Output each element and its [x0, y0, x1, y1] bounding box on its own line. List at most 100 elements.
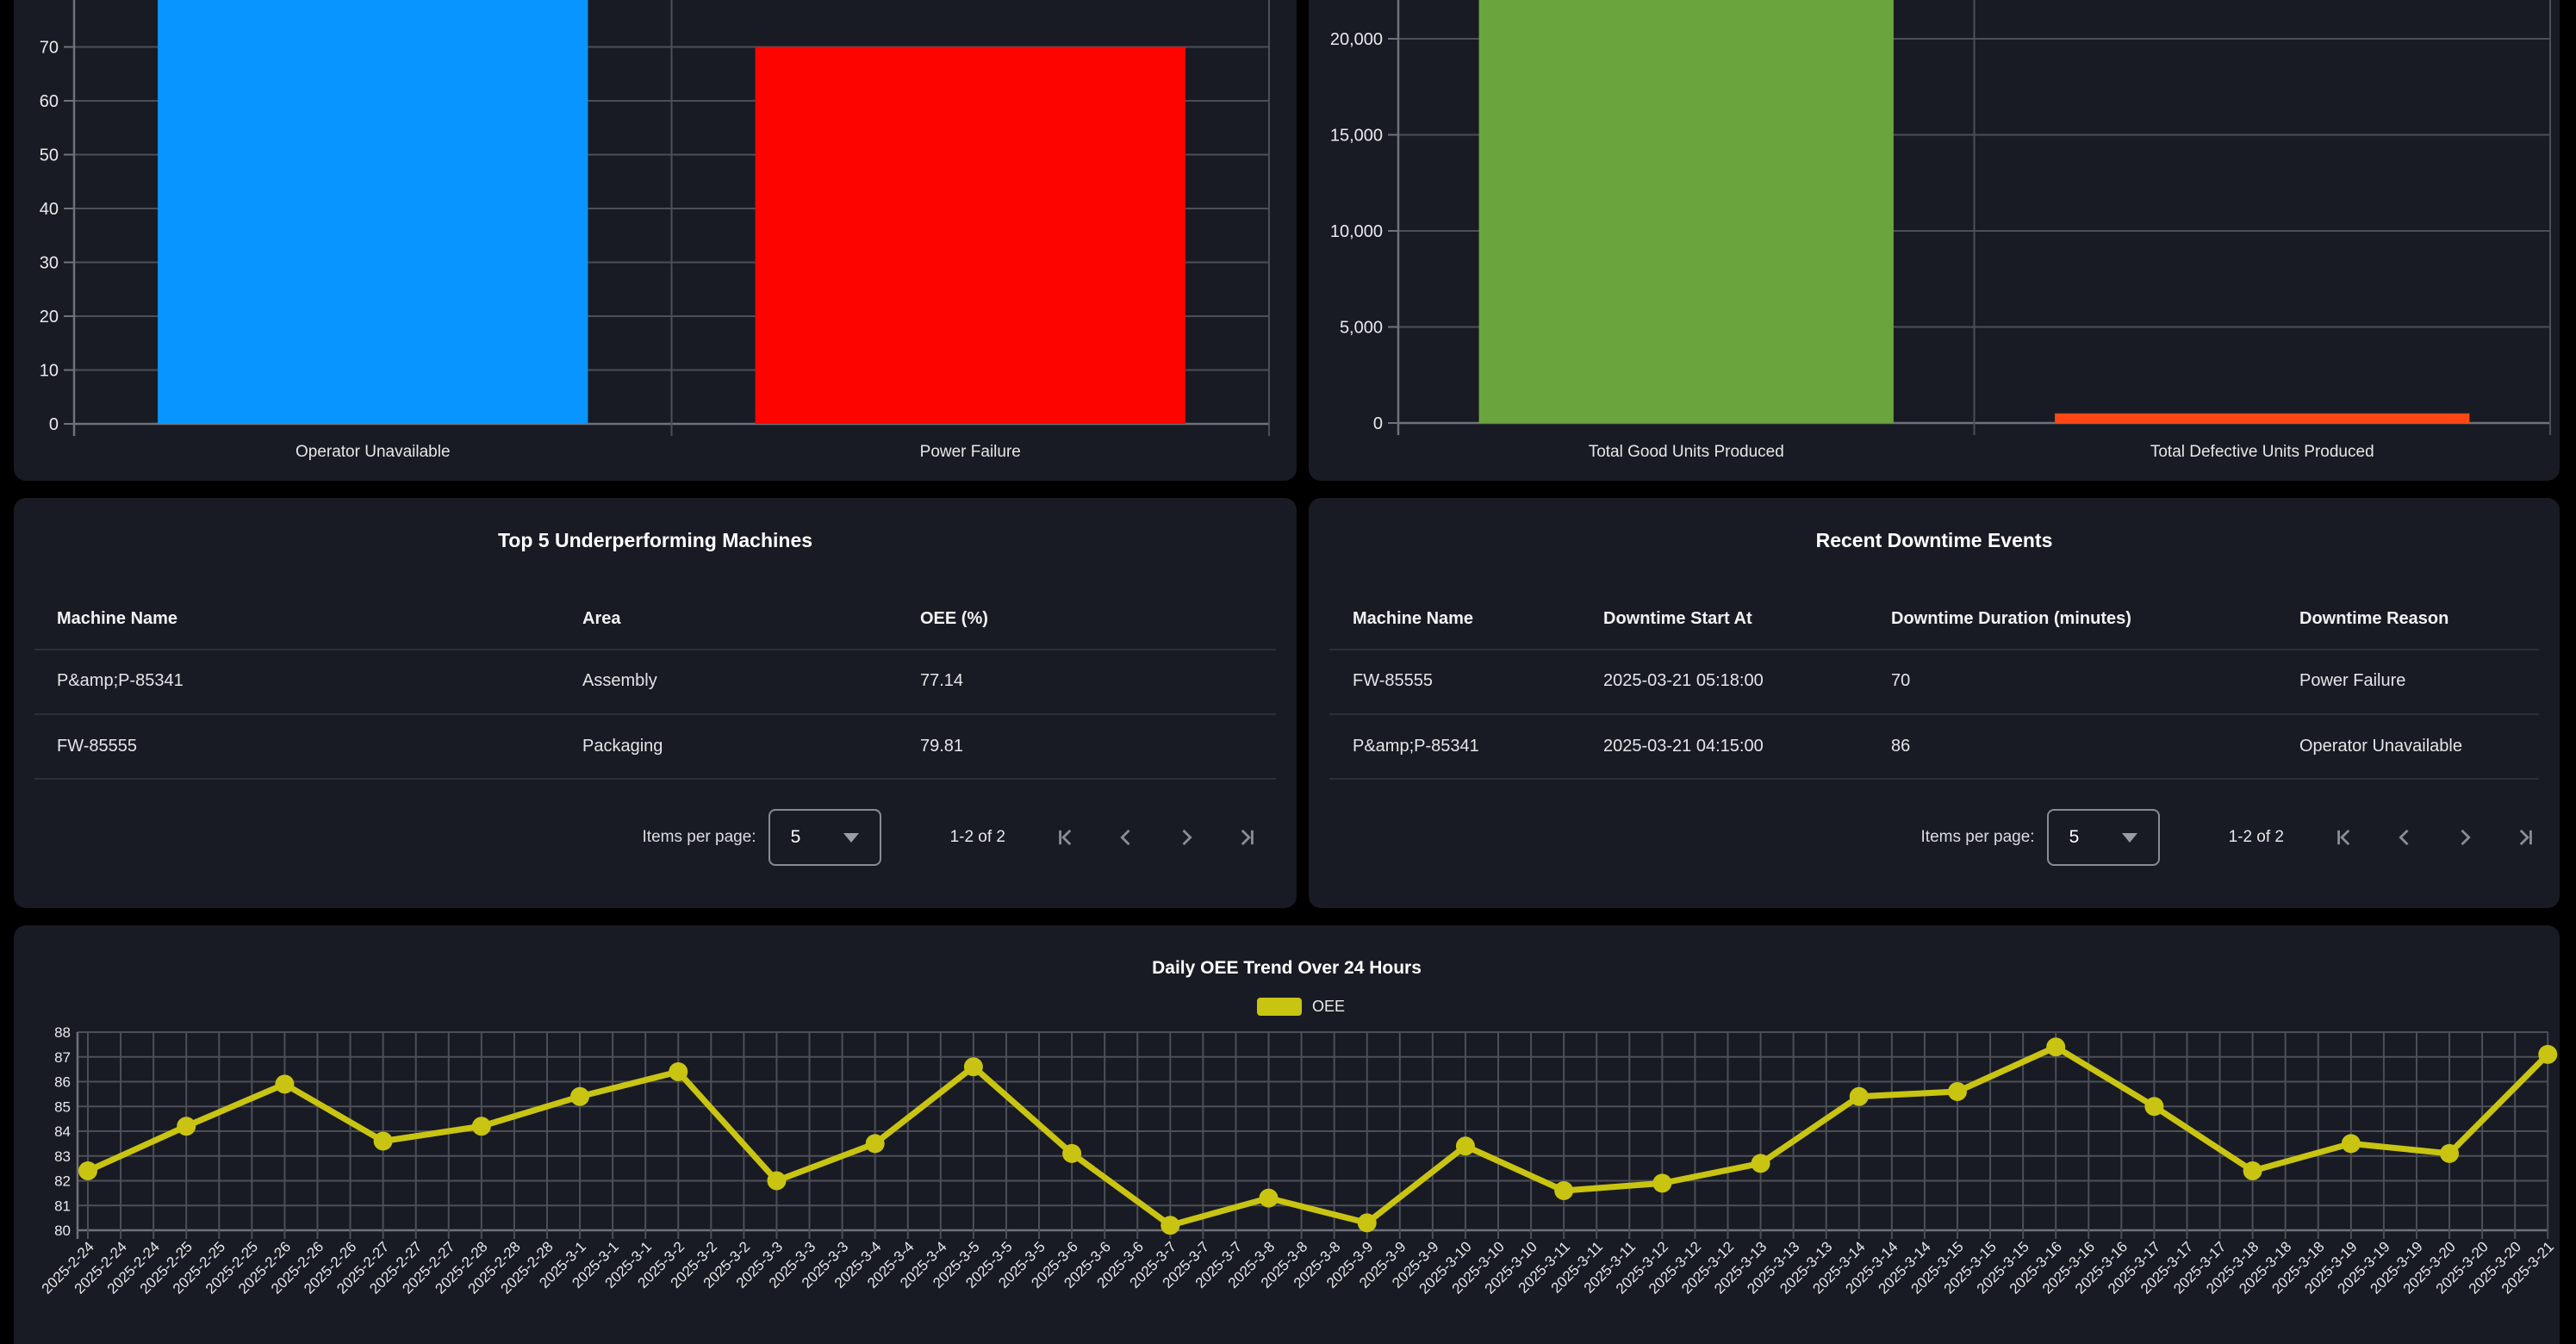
y-tick-label: 0	[49, 415, 59, 434]
data-point-2025-2-27[interactable]	[373, 1131, 393, 1151]
last-page-button[interactable]	[1235, 825, 1259, 849]
legend-label: OEE	[1312, 998, 1346, 1015]
data-point-2025-2-28[interactable]	[471, 1117, 491, 1136]
data-point-2025-3-18[interactable]	[2243, 1161, 2262, 1180]
data-point-2025-3-21[interactable]	[2538, 1044, 2558, 1064]
y-tick-label: 80	[40, 0, 59, 3]
y-tick-label: 20	[40, 308, 59, 327]
data-point-2025-3-9[interactable]	[1357, 1213, 1377, 1233]
y-tick-label: 85	[54, 1098, 71, 1115]
y-tick-label: 30	[40, 254, 59, 273]
card-downtime-by-reason-chart: 0 10 20 30 40 50 60 70 80 Operator Unavailable Pow…	[14, 0, 1297, 481]
page-range-label: 1-2 of 2	[2228, 828, 2284, 846]
data-point-2025-2-26[interactable]	[275, 1074, 295, 1094]
data-point-2025-3-8[interactable]	[1259, 1188, 1279, 1208]
first-page-button[interactable]	[2332, 825, 2356, 849]
y-tick-label: 60	[40, 92, 59, 111]
table-cell: 86	[1891, 737, 1911, 756]
data-point-2025-3-14[interactable]	[1849, 1086, 1869, 1106]
data-point-2025-3-13[interactable]	[1751, 1154, 1770, 1173]
table-cell: Operator Unavailable	[2299, 737, 2462, 756]
divider	[1329, 778, 2539, 780]
previous-page-button[interactable]	[2392, 825, 2417, 849]
y-tick-label: 81	[54, 1198, 71, 1214]
downtime-by-reason-bar-chart: 0 10 20 30 40 50 60 70 80 Operator Unavailable Pow…	[40, 0, 1270, 461]
data-point-2025-3-6[interactable]	[1062, 1143, 1082, 1163]
data-point-2025-3-11[interactable]	[1554, 1181, 1574, 1200]
data-point-2025-3-12[interactable]	[1652, 1173, 1672, 1193]
table-header-cell: Machine Name	[57, 609, 178, 628]
table-cell: 79.81	[920, 737, 964, 756]
first-page-button[interactable]	[1054, 825, 1078, 849]
data-point-2025-3-4[interactable]	[865, 1134, 885, 1154]
data-point-2025-3-2[interactable]	[669, 1062, 688, 1081]
x-category-label: Total Good Units Produced	[1589, 443, 1784, 461]
data-point-2025-3-17[interactable]	[2144, 1097, 2164, 1117]
y-tick-label: 10	[40, 362, 59, 381]
divider	[1329, 713, 2539, 715]
table-cell: FW-85555	[1353, 671, 1434, 690]
divider	[34, 778, 1276, 780]
chart-title: Daily OEE Trend Over 24 Hours	[1152, 958, 1422, 978]
data-point-2025-3-19[interactable]	[2341, 1134, 2361, 1154]
y-tick-label: 0	[1373, 414, 1383, 433]
table-cell: P&amp;P-85341	[1353, 737, 1479, 756]
page-size-select[interactable]: 5	[768, 809, 881, 866]
table-header-cell: OEE (%)	[920, 609, 988, 628]
y-tick-label: 86	[54, 1074, 71, 1091]
y-tick-label: 50	[40, 146, 59, 165]
paginator: Items per page: 5 1-2 of 2	[1921, 808, 2537, 867]
y-tick-label: 87	[54, 1049, 71, 1066]
table-cell: Assembly	[582, 671, 657, 690]
y-tick-label: 40	[40, 200, 59, 219]
table-header-cell: Downtime Start At	[1603, 609, 1752, 628]
data-point-2025-2-24[interactable]	[78, 1161, 97, 1180]
bar-total-defective-units-produced[interactable]	[2055, 413, 2470, 423]
bar-total-good-units-produced[interactable]	[1478, 0, 1894, 423]
page-size-select[interactable]: 5	[2046, 809, 2160, 866]
data-point-2025-3-3[interactable]	[767, 1171, 787, 1191]
data-point-2025-3-7[interactable]	[1160, 1216, 1180, 1235]
table-cell: FW-85555	[57, 737, 138, 756]
previous-page-button[interactable]	[1114, 825, 1138, 849]
data-point-2025-3-15[interactable]	[1947, 1082, 1967, 1101]
oee-trend-line-chart: 8081828384858687882025-2-242025-2-242025…	[39, 1024, 2558, 1297]
table-cell: 2025-03-21 05:18:00	[1603, 671, 1764, 690]
y-tick-label: 5,000	[1340, 319, 1383, 338]
table-header-cell: Downtime Reason	[2299, 609, 2449, 628]
data-point-2025-3-20[interactable]	[2440, 1143, 2460, 1163]
y-tick-label: 80	[54, 1223, 71, 1239]
page-size-value: 5	[790, 827, 801, 847]
card-recent-downtime-events: Recent Downtime Events Machine Name Downt…	[1309, 498, 2560, 908]
last-page-button[interactable]	[2513, 825, 2537, 849]
y-tick-label: 10,000	[1330, 222, 1383, 241]
production-units-bar-chart: 0 5,000 10,000 15,000 20,000 Total Good Units…	[1330, 0, 2551, 461]
table-cell: Power Failure	[2299, 671, 2406, 690]
next-page-button[interactable]	[1174, 825, 1198, 849]
table-cell: 70	[1891, 671, 1911, 690]
data-point-2025-3-1[interactable]	[570, 1086, 590, 1106]
data-point-2025-3-16[interactable]	[2046, 1037, 2066, 1057]
page-range-label: 1-2 of 2	[949, 828, 1005, 846]
bar-power-failure[interactable]	[755, 47, 1185, 425]
divider	[34, 649, 1276, 650]
y-tick-label: 20,000	[1330, 30, 1383, 49]
x-category-label: Power Failure	[920, 443, 1021, 461]
chevron-down-icon	[843, 832, 859, 843]
bar-operator-unavailable[interactable]	[158, 0, 588, 424]
data-point-2025-3-5[interactable]	[963, 1057, 983, 1077]
table-cell: Packaging	[582, 737, 663, 756]
legend-swatch-oee	[1257, 998, 1302, 1016]
card-underperforming-machines: Top 5 Underperforming Machines Machine N…	[14, 498, 1297, 908]
next-page-button[interactable]	[2453, 825, 2477, 849]
table-title: Top 5 Underperforming Machines	[497, 529, 813, 551]
data-point-2025-3-10[interactable]	[1455, 1136, 1475, 1156]
data-point-2025-2-25[interactable]	[177, 1117, 196, 1136]
card-oee-trend-chart: Daily OEE Trend Over 24 Hours OEE 80 81 82…	[14, 925, 2560, 1344]
items-per-page-label: Items per page:	[642, 828, 756, 846]
y-tick-label: 82	[54, 1173, 71, 1190]
table-header-cell: Downtime Duration (minutes)	[1891, 609, 2131, 628]
page-size-value: 5	[2069, 827, 2080, 847]
table-header-cell: Machine Name	[1353, 609, 1474, 628]
table-cell: P&amp;P-85341	[57, 671, 184, 690]
